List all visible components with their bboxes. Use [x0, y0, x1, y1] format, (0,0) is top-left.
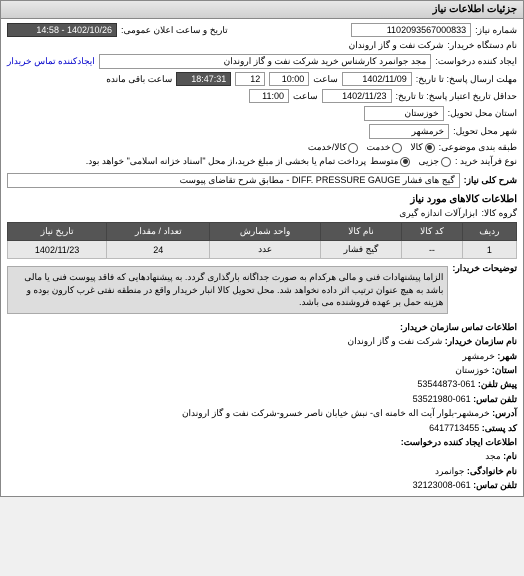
form-body: شماره نیاز: 1102093567000833 تاریخ و ساع… — [1, 19, 523, 496]
cell-4: 24 — [107, 241, 210, 259]
city-label: شهر محل تحویل: — [453, 126, 517, 137]
contact-province-label: استان: — [492, 365, 517, 375]
radio-medium[interactable] — [400, 157, 410, 167]
col-1: کد کالا — [402, 223, 463, 241]
name-label: نام: — [503, 451, 517, 461]
budget-label: طبقه بندی موضوعی: — [439, 142, 517, 153]
phone2-label: تلفن تماس: — [473, 394, 517, 404]
addr-label: آدرس: — [492, 408, 517, 418]
req-no-value: 1102093567000833 — [351, 23, 471, 37]
post-value: 6417713455 — [429, 423, 479, 433]
contact-link[interactable]: ایجادکننده تماس خریدار — [7, 56, 95, 67]
col-4: تعداد / مقدار — [107, 223, 210, 241]
province-label: استان محل تحویل: — [448, 108, 517, 119]
radio-goods-service[interactable] — [348, 143, 358, 153]
radio-goods-service-label: کالا/خدمت — [308, 142, 347, 153]
send-time: 10:00 — [269, 72, 309, 86]
buyer-org-value: شرکت نفت و گاز اروندان — [349, 40, 444, 51]
time-label-1: ساعت — [313, 74, 338, 85]
radio-partial[interactable] — [441, 157, 451, 167]
radio-goods-label: کالا — [410, 142, 422, 153]
col-3: واحد شمارش — [210, 223, 320, 241]
budget-radio-group: کالا خدمت کالا/خدمت — [308, 142, 435, 153]
valid-date: 1402/11/23 — [322, 89, 392, 103]
cell-5: 1402/11/23 — [8, 241, 107, 259]
req-section-title: اطلاعات ایجاد کننده درخواست: — [401, 437, 517, 447]
remain-days: 12 — [235, 72, 265, 86]
items-header-row: ردیف کد کالا نام کالا واحد شمارش تعداد /… — [8, 223, 517, 241]
announce-value: 1402/10/26 - 14:58 — [7, 23, 117, 37]
table-row[interactable]: 1 -- گیج فشار عدد 24 1402/11/23 — [8, 241, 517, 259]
panel-title: جزئیات اطلاعات نیاز — [1, 1, 523, 19]
contact-city-value: خرمشهر — [462, 351, 495, 361]
radio-partial-label: جزیی — [418, 156, 439, 167]
post-label: کد پستی: — [482, 423, 517, 433]
process-note: پرداخت تمام یا بخشی از مبلغ خرید،از محل … — [86, 156, 366, 167]
province-value: خوزستان — [364, 106, 444, 121]
buyer-note-text: الزاما پیشنهادات فنی و مالی هرکدام به صو… — [7, 266, 448, 314]
radio-goods[interactable] — [425, 143, 435, 153]
org-label: نام سازمان خریدار: — [445, 336, 517, 346]
org-value: شرکت نفت و گاز اروندان — [347, 336, 442, 346]
family-label: نام خانوادگی: — [467, 466, 517, 476]
city-value: خرمشهر — [369, 124, 449, 139]
process-label: نوع فرآیند خرید : — [455, 156, 517, 167]
phone2-value: 061-53521980 — [413, 394, 471, 404]
col-2: نام کالا — [320, 223, 401, 241]
valid-deadline-label: حداقل تاریخ اعتبار پاسخ: تا تاریخ: — [396, 91, 517, 102]
col-5: تاریخ نیاز — [8, 223, 107, 241]
contact-city-label: شهر: — [497, 351, 517, 361]
need-title-label: شرح کلی نیاز: — [464, 175, 517, 186]
valid-time: 11:00 — [249, 89, 289, 103]
name-value: مجد — [485, 451, 500, 461]
req-phone-label: تلفن تماس: — [473, 480, 517, 490]
cell-2: گیج فشار — [320, 241, 401, 259]
col-0: ردیف — [462, 223, 516, 241]
requester-label: ایجاد کننده درخواست: — [435, 56, 517, 67]
radio-service-label: خدمت — [366, 142, 390, 153]
need-title-value: گیج های فشار DIFF. PRESSURE GAUGE - مطاب… — [7, 173, 460, 188]
send-deadline-label: مهلت ارسال پاسخ: تا تاریخ: — [416, 74, 517, 85]
phone-pre-value: 061-53544873 — [417, 379, 475, 389]
remain-suffix: ساعت باقی مانده — [106, 74, 172, 85]
req-no-label: شماره نیاز: — [475, 25, 517, 36]
announce-label: تاریخ و ساعت اعلان عمومی: — [121, 25, 228, 36]
items-section-title: اطلاعات کالاهای مورد نیاز — [7, 194, 517, 205]
cell-1: -- — [402, 241, 463, 259]
cell-3: عدد — [210, 241, 320, 259]
group-value: ابزارآلات اندازه گیری — [399, 208, 477, 219]
phone-pre-label: پیش تلفن: — [478, 379, 517, 389]
items-table: ردیف کد کالا نام کالا واحد شمارش تعداد /… — [7, 222, 517, 259]
send-date: 1402/11/09 — [342, 72, 412, 86]
details-panel: جزئیات اطلاعات نیاز شماره نیاز: 11020935… — [0, 0, 524, 497]
radio-medium-label: متوسط — [370, 156, 398, 167]
remain-time: 18:47:31 — [176, 72, 231, 86]
contact-section-title: اطلاعات تماس سازمان خریدار: — [400, 322, 517, 332]
buyer-org-label: نام دستگاه خریدار: — [447, 40, 517, 51]
cell-0: 1 — [462, 241, 516, 259]
time-label-2: ساعت — [293, 91, 318, 102]
buyer-note-label: توضیحات خریدار: — [452, 263, 517, 274]
contact-province-value: خوزستان — [455, 365, 489, 375]
contact-info: اطلاعات تماس سازمان خریدار: نام سازمان خ… — [7, 320, 517, 493]
req-phone-value: 061-32123008 — [413, 480, 471, 490]
group-label: گروه کالا: — [482, 208, 517, 219]
addr-value: خرمشهر-بلوار آیت اله خامنه ای- نبش خیابا… — [182, 408, 490, 418]
family-value: جوانمرد — [435, 466, 464, 476]
process-radio-group: جزیی متوسط — [370, 156, 451, 167]
requester-value: مجد جوانمرد کارشناس خرید شرکت نفت و گاز … — [99, 54, 432, 69]
radio-service[interactable] — [392, 143, 402, 153]
